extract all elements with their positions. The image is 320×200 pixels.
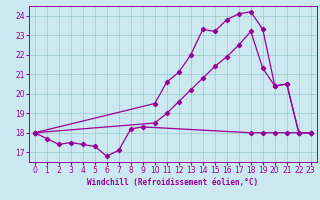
X-axis label: Windchill (Refroidissement éolien,°C): Windchill (Refroidissement éolien,°C) — [87, 178, 258, 187]
